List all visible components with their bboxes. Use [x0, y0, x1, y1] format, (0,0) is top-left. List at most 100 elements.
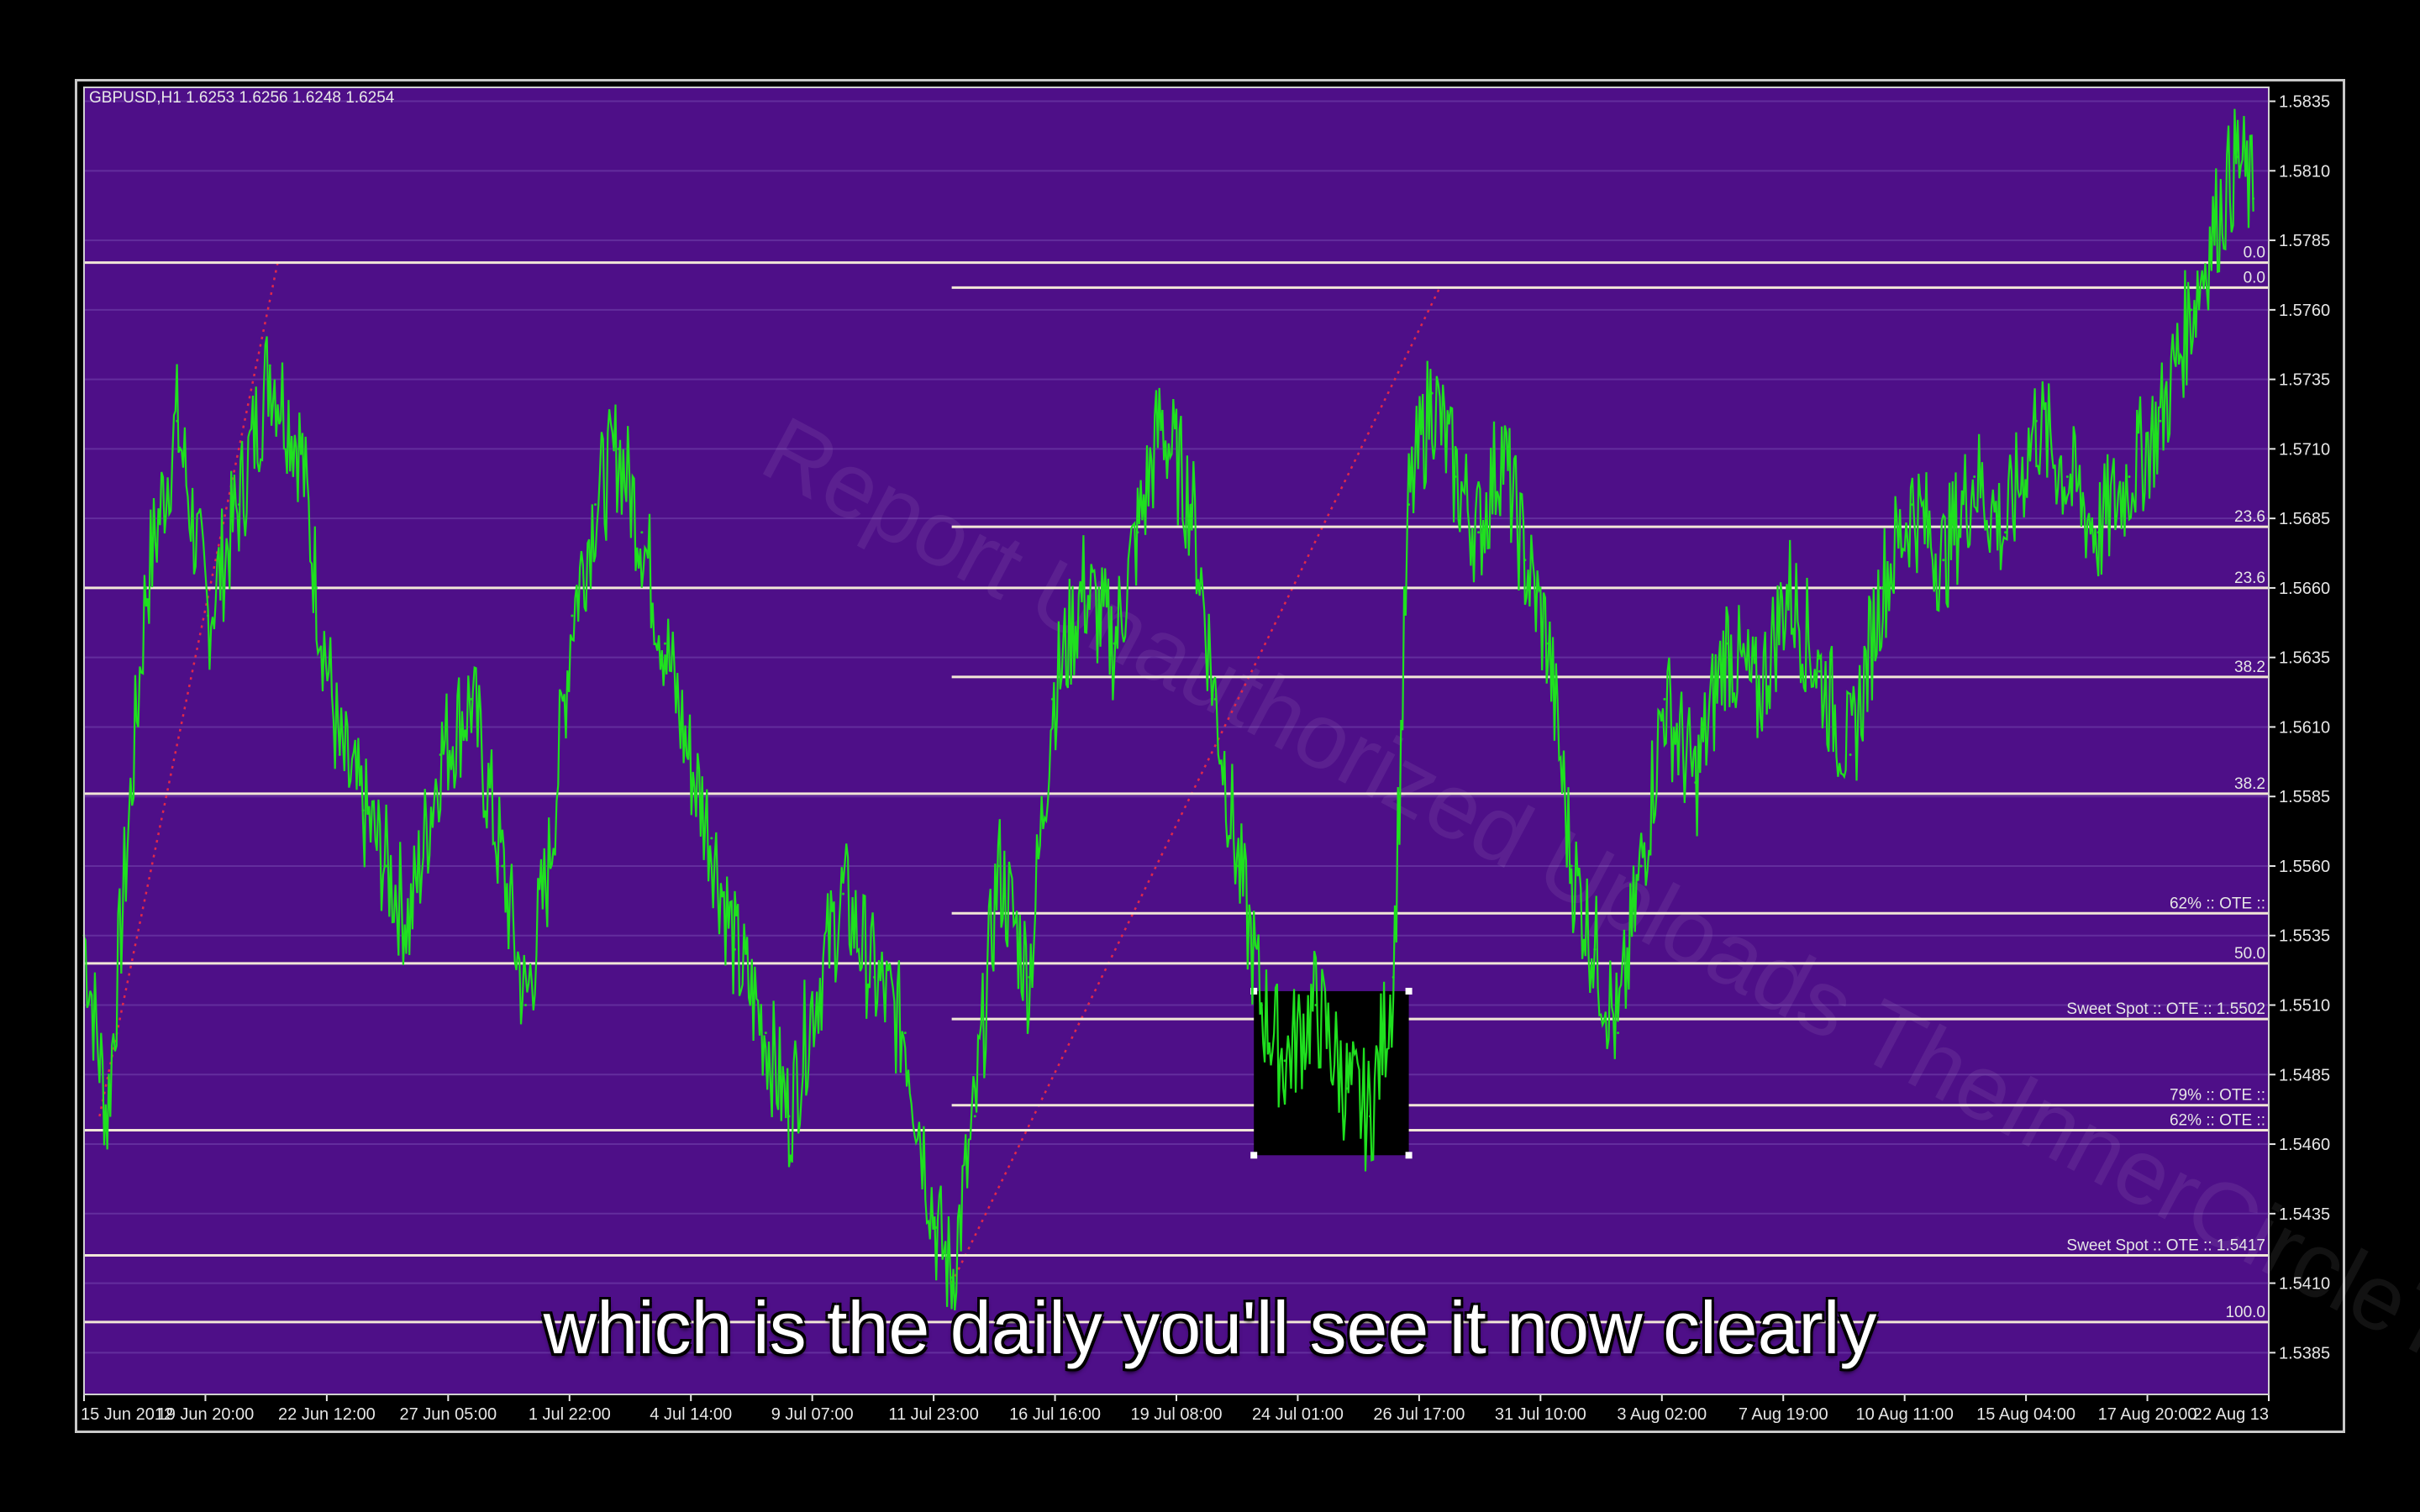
price-point: [1050, 697, 1054, 701]
price-point: [106, 1115, 109, 1118]
price-point: [2212, 225, 2216, 228]
price-point: [1283, 1059, 1286, 1063]
y-tick-label: 1.5560: [2279, 858, 2330, 876]
price-point: [176, 419, 179, 423]
x-tick-label: 10 Aug 11:00: [1855, 1405, 1953, 1424]
y-tick-label: 1.5385: [2279, 1344, 2330, 1362]
price-point: [299, 447, 302, 450]
price-point: [2065, 475, 2069, 478]
x-tick-label: 22 Aug 13: [2193, 1405, 2269, 1424]
x-tick-label: 9 Jul 07:00: [771, 1405, 854, 1424]
price-point: [1190, 503, 1193, 507]
price-point: [1081, 586, 1085, 590]
price-point: [547, 864, 550, 868]
y-tick-label: 1.5735: [2279, 371, 2330, 390]
price-point: [1368, 1115, 1371, 1118]
plot-border: [83, 87, 2270, 1395]
y-tick-label: 1.5685: [2279, 510, 2330, 528]
price-point: [764, 1032, 767, 1035]
price-point: [1818, 669, 1821, 673]
price-point: [842, 892, 845, 895]
price-point: [1407, 503, 1411, 507]
price-point: [207, 614, 210, 617]
y-tick-label: 1.5810: [2279, 162, 2330, 181]
fib-anchor-dotted-left: [98, 262, 279, 1117]
y-tick-label: 1.5610: [2279, 718, 2330, 737]
price-point: [872, 975, 876, 979]
price-point: [470, 697, 473, 701]
price-point: [268, 364, 271, 367]
price-point: [1260, 1004, 1263, 1007]
fib-level-label: 62% :: OTE ::: [2170, 1111, 2265, 1129]
x-tick-label: 15 Aug 04:00: [1976, 1405, 2075, 1424]
price-point: [663, 642, 666, 645]
fib-level-label: 23.6: [2234, 570, 2265, 587]
price-point: [501, 864, 504, 868]
price-point: [617, 447, 620, 450]
x-tick-label: 17 Aug 20:00: [2098, 1405, 2197, 1424]
x-tick-label: 11 Jul 23:00: [888, 1405, 979, 1424]
y-tick-label: 1.5535: [2279, 927, 2330, 946]
price-point: [787, 1115, 791, 1118]
price-point: [997, 864, 1000, 868]
price-point: [1694, 781, 1697, 785]
price-point: [2252, 197, 2255, 200]
price-point: [1593, 948, 1597, 951]
y-tick-label: 1.5760: [2279, 302, 2330, 320]
price-point: [903, 1032, 907, 1035]
price-point: [1160, 419, 1163, 423]
fib-level-label: 0.0: [2244, 244, 2265, 262]
price-point: [1942, 559, 1945, 562]
price-point: [594, 503, 597, 507]
price-point: [1880, 586, 1883, 590]
price-point: [640, 531, 644, 534]
price-point: [710, 837, 713, 840]
x-tick-label: 19 Jun 20:00: [157, 1405, 255, 1424]
y-tick-label: 1.5485: [2279, 1066, 2330, 1084]
price-point: [2236, 155, 2239, 159]
price-point: [1430, 391, 1434, 395]
price-point: [1392, 975, 1395, 979]
fib-level-label: 38.2: [2234, 775, 2265, 793]
y-tick-label: 1.5635: [2279, 649, 2330, 668]
x-tick-label: 3 Aug 02:00: [1617, 1405, 1707, 1424]
y-tick-label: 1.5835: [2279, 93, 2330, 112]
price-point: [1454, 475, 1457, 478]
price-point: [733, 948, 736, 951]
price-point: [571, 614, 574, 617]
price-point: [361, 809, 365, 812]
price-point: [1786, 586, 1790, 590]
box-handle: [1250, 987, 1258, 995]
price-point: [1663, 697, 1666, 701]
fib-level-label: Sweet Spot :: OTE :: 1.5502: [2066, 1000, 2265, 1018]
fib-level-label: 38.2: [2234, 659, 2265, 676]
price-point: [1547, 642, 1550, 645]
price-point: [1237, 864, 1240, 868]
price-point: [1725, 642, 1728, 645]
price-point: [687, 753, 690, 757]
price-point: [439, 753, 442, 757]
price-point: [2034, 419, 2038, 423]
fib-level-label: 50.0: [2234, 945, 2265, 963]
symbol-header: GBPUSD,H1 1.6253 1.6256 1.6248 1.6254: [89, 89, 395, 107]
video-subtitle: which is the daily you'll see it now cle…: [543, 1286, 1877, 1369]
x-tick-label: 22 Jun 12:00: [278, 1405, 376, 1424]
price-point: [385, 864, 388, 868]
x-tick-label: 26 Jul 17:00: [1373, 1405, 1465, 1424]
y-tick-label: 1.5660: [2279, 580, 2330, 598]
price-point: [2096, 531, 2100, 534]
price-point: [408, 920, 411, 923]
x-tick-label: 19 Jul 08:00: [1131, 1405, 1223, 1424]
fib-level-label: 79% :: OTE ::: [2170, 1087, 2265, 1105]
price-point: [1570, 864, 1573, 868]
box-handle: [1405, 1152, 1413, 1159]
plot-background: [84, 87, 2269, 1394]
price-point: [1314, 1004, 1318, 1007]
price-point: [934, 1226, 938, 1229]
fib-level-label: 0.0: [2244, 269, 2265, 286]
y-tick-label: 1.5585: [2279, 788, 2330, 806]
price-point: [524, 1004, 528, 1007]
fib-level-label: 62% :: OTE ::: [2170, 895, 2265, 912]
price-point: [1617, 1032, 1620, 1035]
